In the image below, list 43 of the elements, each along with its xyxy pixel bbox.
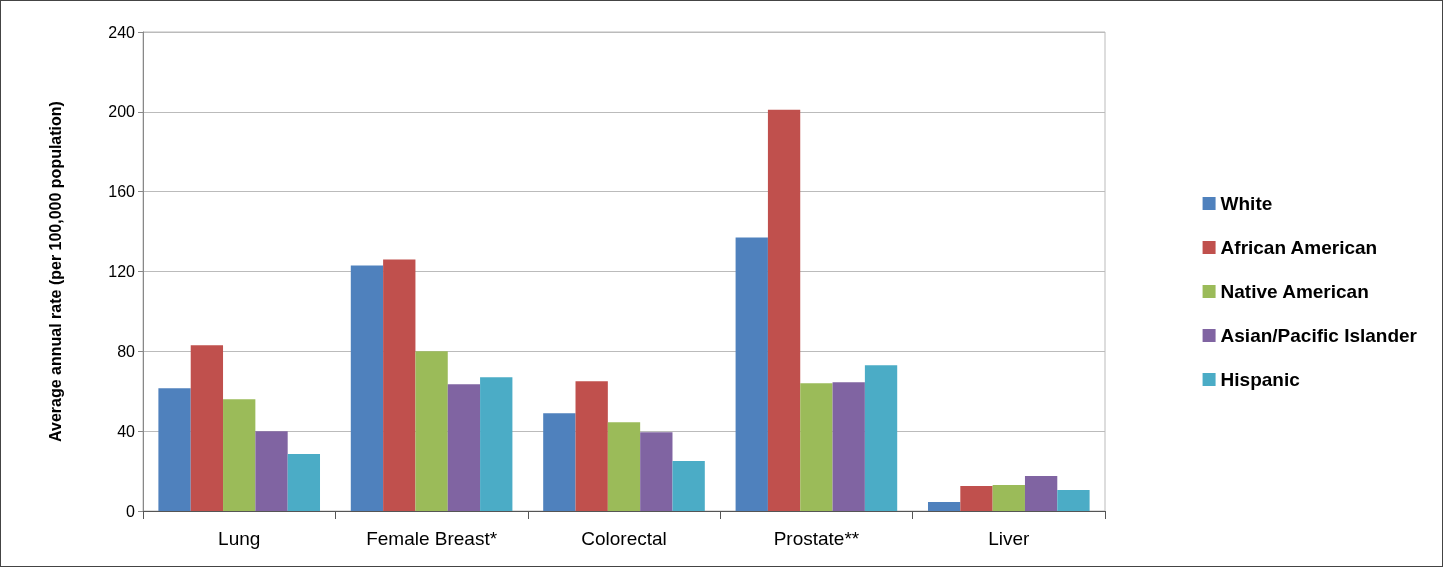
bar bbox=[1057, 490, 1090, 511]
bar bbox=[767, 109, 801, 511]
bar bbox=[640, 432, 673, 511]
legend-label: Asian/Pacific Islander bbox=[1220, 325, 1418, 346]
bar bbox=[735, 237, 768, 511]
bar bbox=[415, 351, 448, 511]
x-tick-label: Liver bbox=[988, 528, 1031, 549]
y-tick-label: 200 bbox=[108, 103, 136, 121]
x-tick-label: Lung bbox=[218, 528, 261, 549]
y-tick-label: 240 bbox=[108, 23, 136, 41]
bar bbox=[927, 502, 961, 511]
bar bbox=[255, 431, 288, 511]
y-tick-label: 160 bbox=[108, 183, 136, 201]
bar bbox=[607, 422, 641, 511]
x-tick-label: Colorectal bbox=[581, 528, 667, 549]
legend-label: African American bbox=[1220, 237, 1378, 258]
bar bbox=[864, 365, 898, 511]
bar bbox=[383, 259, 416, 511]
legend-label: Hispanic bbox=[1220, 369, 1301, 390]
bar bbox=[832, 382, 865, 511]
x-tick-label: Prostate** bbox=[773, 528, 860, 549]
bar bbox=[960, 486, 993, 511]
bar bbox=[223, 399, 256, 511]
bar bbox=[480, 377, 513, 511]
bar bbox=[1024, 476, 1058, 511]
x-tick-label: Female Breast* bbox=[366, 528, 498, 549]
bar bbox=[447, 384, 481, 511]
bar bbox=[158, 388, 191, 511]
y-tick-label: 120 bbox=[108, 263, 136, 280]
bar bbox=[800, 383, 833, 511]
legend-label: White bbox=[1220, 193, 1273, 214]
bar bbox=[190, 345, 224, 511]
bar bbox=[992, 485, 1025, 511]
y-tick-label: 80 bbox=[117, 342, 136, 360]
y-tick-label: 0 bbox=[126, 502, 136, 520]
bar bbox=[543, 413, 576, 511]
bar bbox=[672, 461, 705, 511]
y-axis-title: Average annual rate (per 100,000 population) bbox=[46, 101, 64, 442]
bar bbox=[350, 265, 384, 511]
bar bbox=[287, 454, 321, 511]
legend-label: Native American bbox=[1220, 281, 1369, 302]
y-tick-label: 40 bbox=[117, 422, 136, 440]
bar bbox=[575, 381, 608, 511]
